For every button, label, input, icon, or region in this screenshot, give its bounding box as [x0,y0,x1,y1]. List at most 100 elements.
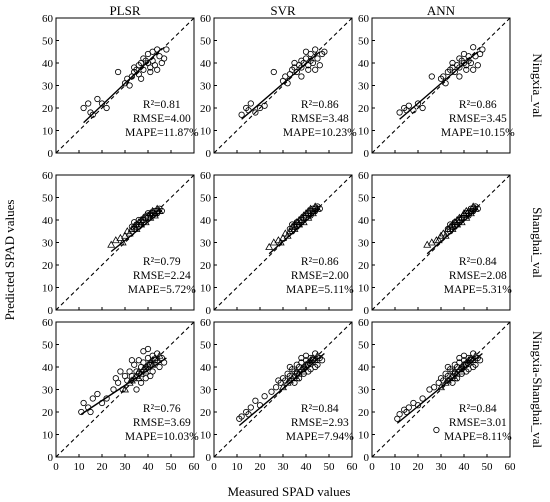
data-point-triangle [313,351,322,359]
data-point-circle [307,212,314,219]
rmse-stat: RMSE=2.08 [449,270,507,282]
data-point-triangle [125,378,134,386]
x-tick-label: 0 [369,461,375,473]
x-tick-label: 10 [390,461,402,473]
data-point-circle [442,80,449,87]
data-point-circle [156,363,163,371]
y-tick-label: 30 [200,385,212,397]
column-title: ANN [427,3,456,18]
mape-stat: MAPE=10.03% [125,431,199,443]
y-tick-label: 30 [42,81,54,93]
data-point-circle [312,46,319,53]
y-tick-label: 10 [200,430,212,442]
data-point-triangle [107,240,116,248]
rmse-stat: RMSE=3.45 [449,113,507,125]
data-point-circle [103,104,110,112]
x-tick-label: 40 [143,461,155,473]
column-title: PLSR [109,3,140,18]
y-tick-label: 20 [200,407,212,419]
y-tick-label: 40 [200,362,212,374]
y-tick-label: 0 [48,148,54,160]
panel-plsr-0: 0 10 20 30 40 50 60 R²=0.81 RMSE=4.00 MAPE=11.87% [42,13,199,160]
x-tick-label: 60 [189,461,201,473]
data-point-circle [405,102,412,109]
x-tick-label: 50 [324,461,336,473]
y-tick-label: 10 [200,283,212,295]
panel-ann-0: 0 10 20 30 40 50 60 R²=0.86 RMSE=3.45 MAPE=10.15% [358,13,515,160]
data-point-circle [312,205,319,212]
fit-line [268,208,321,255]
data-point-triangle [111,236,120,244]
data-point-circle [89,395,96,402]
y-tick-label: 30 [200,81,212,93]
x-tick-label: 30 [278,461,290,473]
y-tick-label: 50 [200,193,212,205]
data-point-triangle [457,362,466,370]
data-point-circle [470,44,477,51]
data-point-circle [238,413,245,420]
data-point-circle [154,66,161,73]
data-point-circle [138,75,145,82]
data-point-circle [470,66,477,73]
x-tick-label: 50 [166,461,178,473]
data-point-circle [154,207,161,215]
data-point-circle [312,66,319,73]
fit-line [80,357,167,415]
rmse-stat: RMSE=3.69 [133,417,191,429]
panel-svr-0: 0 10 20 30 40 50 60 R²=0.86 RMSE=3.48 MAPE=10.23% [200,13,357,160]
y-tick-label: 30 [358,385,370,397]
rmse-stat: RMSE=2.24 [133,270,191,282]
data-point-circle [465,212,472,219]
data-point-circle [314,55,321,62]
y-tick-label: 60 [42,170,54,182]
y-tick-label: 0 [206,148,212,160]
data-point-triangle [121,385,129,393]
y-tick-label: 60 [358,317,370,329]
r2-stat: R²=0.86 [301,99,339,111]
y-tick-label: 0 [364,452,370,464]
y-tick-label: 0 [364,305,370,317]
data-point-circle [444,363,451,371]
data-point-circle [312,363,319,371]
data-point-circle [94,95,101,103]
fit-line [241,51,321,120]
x-tick-label: 40 [301,461,313,473]
y-tick-label: 20 [358,103,370,115]
r2-stat: R²=0.84 [301,403,339,415]
data-point-circle [451,68,458,76]
y-tick-label: 50 [358,340,370,352]
data-point-triangle [432,236,441,244]
x-tick-label: 50 [482,461,494,473]
data-point-triangle [118,238,127,246]
fit-line [396,352,483,424]
data-point-circle [272,384,280,391]
x-tick-label: 0 [53,461,59,473]
y-tick-label: 60 [200,317,212,329]
y-tick-label: 40 [42,58,54,70]
data-point-circle [470,363,477,371]
x-tick-label: 10 [232,461,244,473]
data-point-circle [293,68,300,76]
mape-stat: MAPE=10.15% [441,127,515,139]
x-tick-label: 30 [436,461,448,473]
data-point-circle [476,357,484,364]
x-tick-label: 20 [97,461,109,473]
y-tick-label: 50 [42,193,54,205]
data-point-circle [414,100,422,107]
data-point-circle [147,372,154,380]
data-point-triangle [155,351,164,359]
y-tick-label: 50 [200,340,212,352]
data-point-triangle [299,367,308,375]
y-axis-label: Predicted SPAD values [2,200,17,321]
r2-stat: R²=0.86 [459,99,497,111]
mape-stat: MAPE=11.87% [125,127,199,139]
fit-line [426,208,479,255]
y-tick-label: 40 [358,215,370,227]
rmse-stat: RMSE=2.93 [291,417,349,429]
y-tick-label: 10 [200,126,212,138]
data-point-circle [275,377,282,384]
data-point-circle [238,111,245,118]
y-tick-label: 30 [42,385,54,397]
data-point-triangle [265,242,274,250]
data-point-triangle [471,351,480,359]
